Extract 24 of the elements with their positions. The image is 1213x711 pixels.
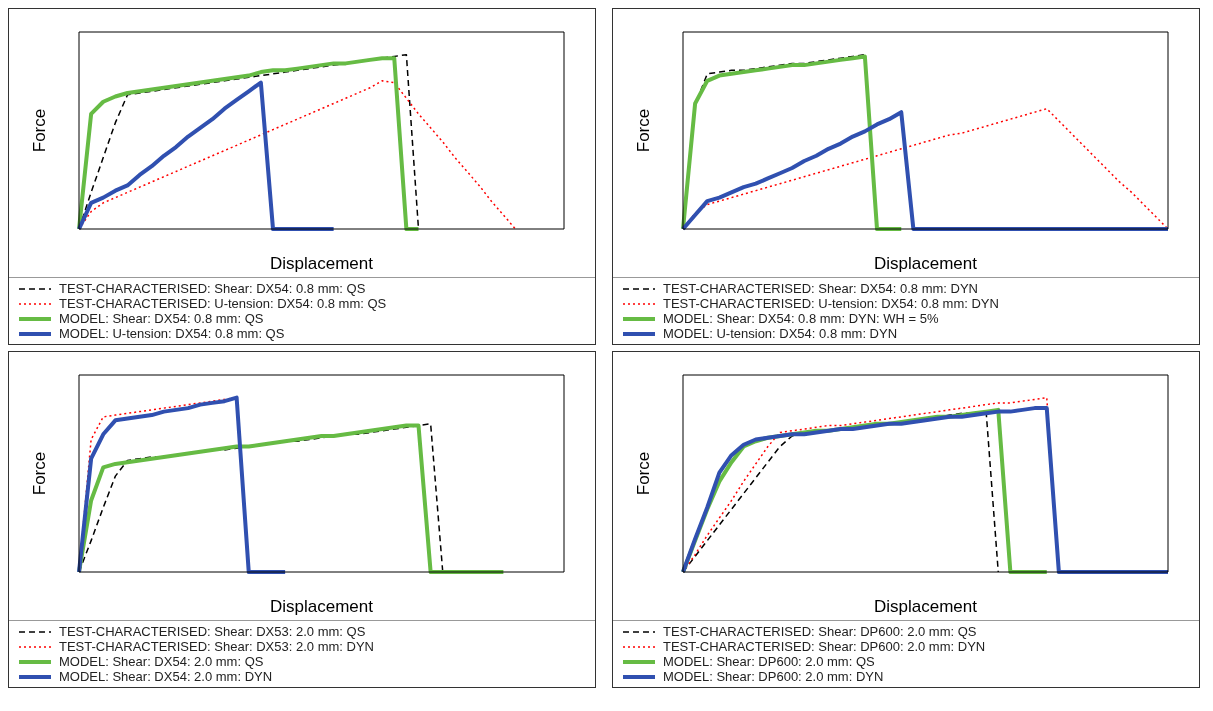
- x-axis-title: Displacement: [874, 597, 978, 616]
- legend-label: MODEL: Shear: DX54: 0.8 mm: QS: [59, 311, 264, 326]
- x-axis-title: Displacement: [874, 254, 978, 273]
- legend-label: TEST-CHARACTERISED: Shear: DP600: 2.0 mm: QS: [663, 624, 977, 639]
- y-axis-title: Force: [30, 108, 50, 153]
- legend-label: MODEL: Shear: DX54: 0.8 mm: DYN: WH = 5%: [663, 311, 939, 326]
- legend-label: MODEL: Shear: DX54: 2.0 mm: DYN: [59, 669, 273, 684]
- legend-label: TEST-CHARACTERISED: U-tension: DX54: 0.8 mm: QS: [59, 296, 387, 311]
- legend-label: TEST-CHARACTERISED: Shear: DX53: 2.0 mm: QS: [59, 624, 366, 639]
- legend-label: MODEL: Shear: DX54: 2.0 mm: QS: [59, 654, 264, 669]
- x-axis-title: Displacement: [270, 254, 374, 273]
- x-axis-title: Displacement: [270, 597, 374, 616]
- legend-label: TEST-CHARACTERISED: Shear: DX54: 0.8 mm: DYN: [663, 281, 978, 296]
- y-axis-title: Force: [634, 451, 654, 496]
- legend-label: MODEL: U-tension: DX54: 0.8 mm: QS: [59, 326, 285, 341]
- y-axis-title: Force: [634, 108, 654, 153]
- legend-label: TEST-CHARACTERISED: Shear: DX53: 2.0 mm: DYN: [59, 639, 374, 654]
- legend-label: TEST-CHARACTERISED: Shear: DX54: 0.8 mm: QS: [59, 281, 366, 296]
- legend-label: MODEL: Shear: DP600: 2.0 mm: QS: [663, 654, 875, 669]
- y-axis-title: Force: [30, 451, 50, 496]
- legend-label: TEST-CHARACTERISED: Shear: DP600: 2.0 mm: DYN: [663, 639, 986, 654]
- legend-label: MODEL: U-tension: DX54: 0.8 mm: DYN: [663, 326, 898, 341]
- legend-label: MODEL: Shear: DP600: 2.0 mm: DYN: [663, 669, 884, 684]
- legend-label: TEST-CHARACTERISED: U-tension: DX54: 0.8 mm: DYN: [663, 296, 999, 311]
